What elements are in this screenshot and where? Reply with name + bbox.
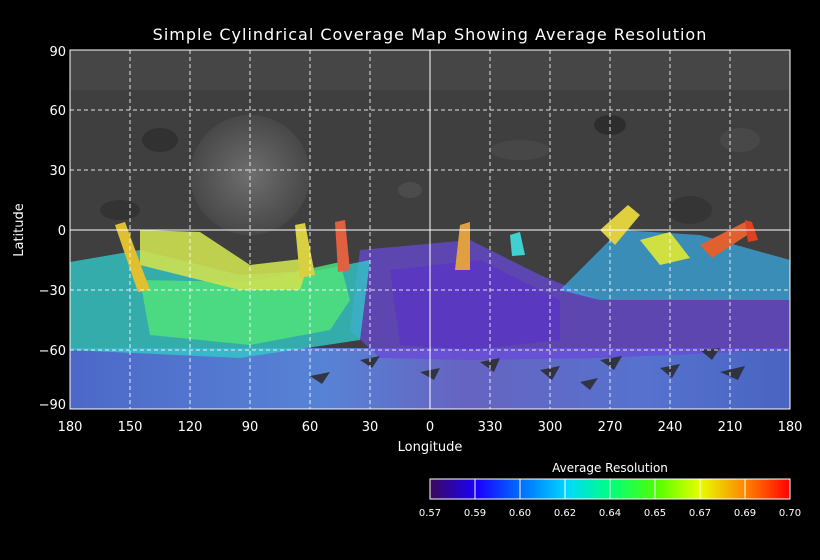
y-tick-label: 60	[49, 104, 66, 119]
x-tick-label: 90	[242, 420, 259, 435]
coverage-east-teal	[560, 230, 790, 300]
colorbar-title: Average Resolution	[552, 461, 668, 475]
x-tick-label: 60	[302, 420, 319, 435]
map-axes-center	[70, 50, 790, 409]
x-tick-label: 240	[658, 420, 683, 435]
colorbar-tick-label: 0.69	[734, 508, 756, 519]
map-frame	[69, 49, 791, 410]
colorbar-tick-label: 0.60	[509, 508, 531, 519]
coverage-equatorial-yellow	[140, 230, 310, 290]
large-crater	[190, 115, 310, 235]
x-axis-label: Longitude	[398, 440, 463, 455]
y-axis-label: Latitude	[12, 203, 27, 257]
map-title: Simple Cylindrical Coverage Map Showing …	[153, 25, 708, 44]
x-tick-label: 120	[178, 420, 203, 435]
x-tick-label: 30	[362, 420, 379, 435]
x-tick-label: 330	[478, 420, 503, 435]
x-tick-label: 180	[778, 420, 803, 435]
colorbar-tick-label: 0.59	[464, 508, 486, 519]
colorbar-tick-label: 0.64	[599, 508, 621, 519]
x-tick-label: 180	[58, 420, 83, 435]
x-tick-label: 270	[598, 420, 623, 435]
colorbar-tick-label: 0.62	[554, 508, 576, 519]
y-tick-label: 30	[49, 164, 66, 179]
y-tick-label: −90	[39, 398, 66, 413]
y-tick-label: 0	[58, 224, 66, 239]
colorbar-tick-labels: 0.57 0.59 0.60 0.62 0.64 0.65 0.67 0.69 …	[419, 508, 801, 519]
colorbar-tick-label: 0.57	[419, 508, 441, 519]
x-tick-labels: 180 150 120 90 60 30 0 330 300 270 240 2…	[58, 420, 803, 435]
y-tick-label: −30	[39, 284, 66, 299]
y-tick-label: 90	[49, 45, 66, 60]
colorbar-tick-label: 0.65	[644, 508, 666, 519]
y-tick-label: −60	[39, 344, 66, 359]
x-tick-label: 0	[426, 420, 434, 435]
x-tick-label: 150	[118, 420, 143, 435]
colorbar-tick-label: 0.70	[779, 508, 801, 519]
y-tick-labels: 90 60 30 0 −30 −60 −90	[39, 45, 66, 413]
colorbar-tick-label: 0.67	[689, 508, 711, 519]
colorbar: Average Resolution 0.57 0.59 0.60 0.62 0…	[419, 461, 801, 519]
x-tick-label: 300	[538, 420, 563, 435]
x-tick-label: 210	[718, 420, 743, 435]
